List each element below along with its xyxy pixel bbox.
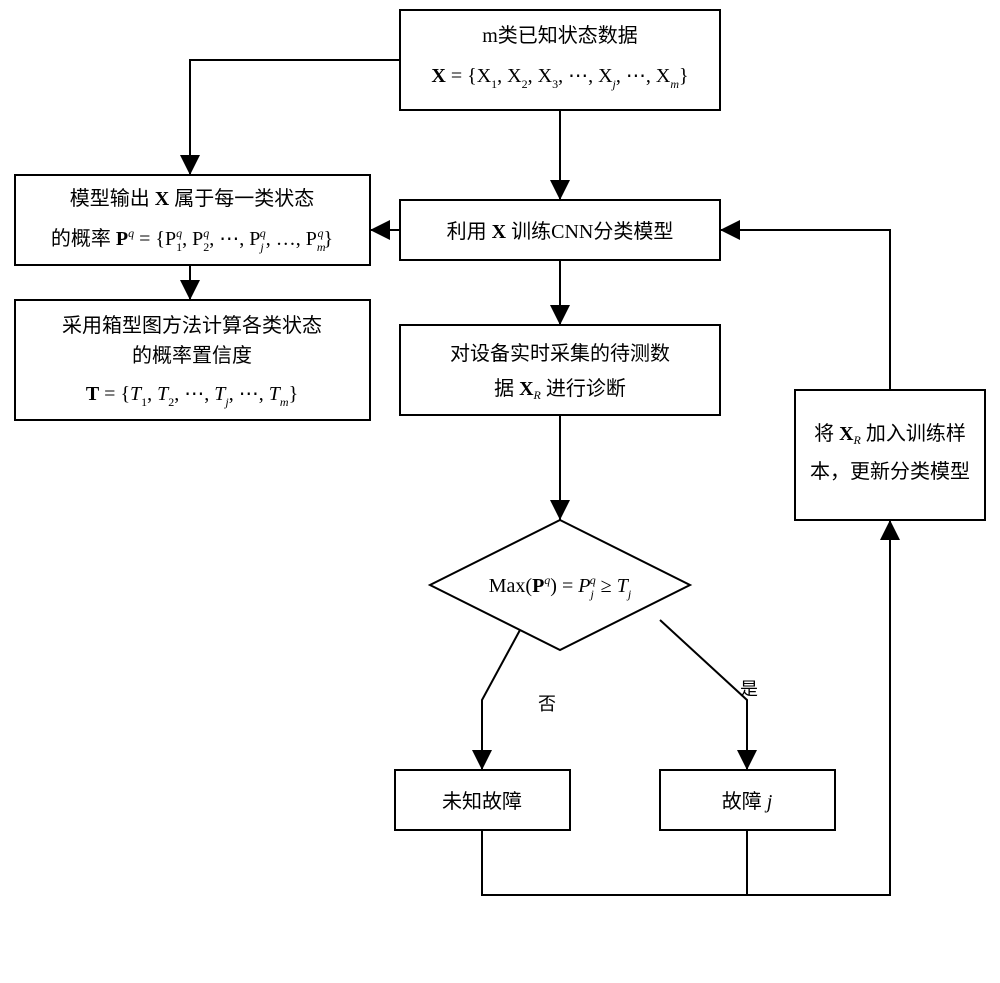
n7-text: 未知故障 <box>442 790 522 813</box>
n5-line2: 据 XR 进行诊断 <box>494 377 626 402</box>
node-update-model <box>795 390 985 520</box>
n1-line1: m类已知状态数据 <box>482 24 638 47</box>
edge-n9-n2 <box>720 230 890 390</box>
flowchart-diagram: m类已知状态数据 X = {X1, X2, X3, ⋯, Xj, ⋯, Xm} … <box>0 0 1000 983</box>
n4-line1: 采用箱型图方法计算各类状态 <box>62 314 322 337</box>
label-yes: 是 <box>740 679 758 699</box>
edge-n1-n3 <box>190 60 400 175</box>
n9-line2: 本，更新分类模型 <box>810 460 970 483</box>
node-diagnose-xr <box>400 325 720 415</box>
n5-line1: 对设备实时采集的待测数 <box>450 342 670 365</box>
edge-n6-n8 <box>660 620 747 770</box>
n2-line1: 利用 X 训练CNN分类模型 <box>447 220 674 243</box>
n6-cond: Max(Pq) = Pjq ≥ Tj <box>489 573 632 601</box>
n9-line1: 将 XR 加入训练样 <box>814 422 966 447</box>
edge-n6-n7 <box>482 630 520 770</box>
n8-text: 故障 j <box>722 790 773 813</box>
n3-line1: 模型输出 X 属于每一类状态 <box>70 187 314 210</box>
label-no: 否 <box>538 694 556 714</box>
n3-line2: 的概率 Pq = {P1q, P2q, ⋯, Pjq, …, Pmq} <box>51 226 333 254</box>
n4-line2: 的概率置信度 <box>132 344 252 367</box>
